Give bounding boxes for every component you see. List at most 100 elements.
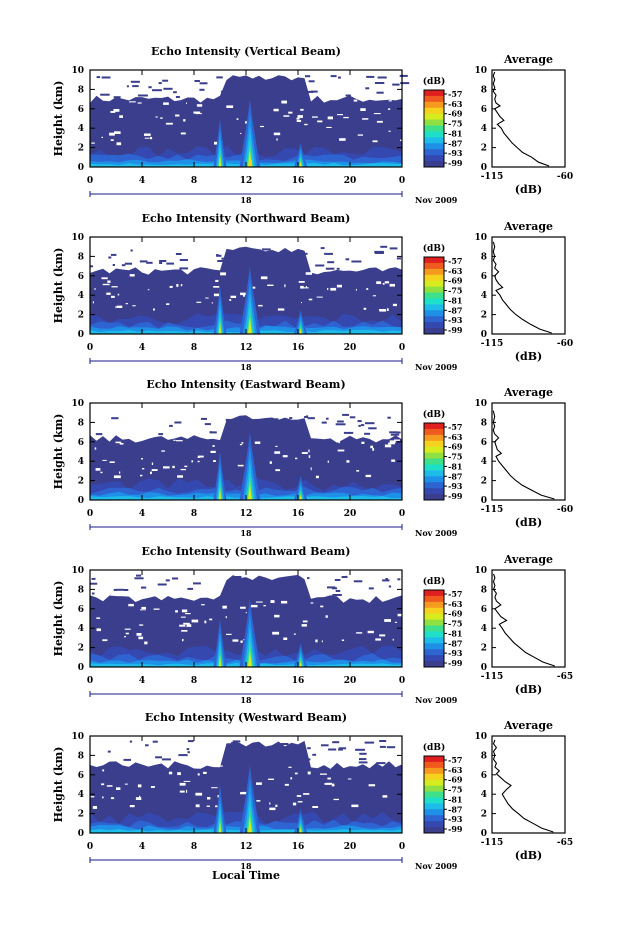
echo-gap [315,475,319,479]
colorbar-tick-label: -69 [448,609,463,619]
colorbar-swatch [424,440,444,448]
average-y-tick: 2 [481,311,487,321]
echo-patch [274,418,279,421]
echo-patch [162,79,169,82]
echo-gap [137,784,142,788]
echo-gap [281,600,288,604]
echo-gap [343,116,349,119]
echo-patch [365,422,375,425]
echo-gap [353,99,358,102]
colorbar-tick-label: -63 [448,266,463,276]
echo-patch [281,91,291,93]
echo-patch [220,90,229,93]
echo-patch [355,748,365,751]
x-tick-label: 20 [344,176,357,186]
echo-gap [102,283,110,286]
colorbar-swatch [424,292,444,299]
colorbar-swatch [424,328,444,335]
echo-gap [214,141,220,145]
echo-patch [357,420,362,423]
echo-patch [321,421,327,424]
average-y-tick: 10 [474,732,487,742]
echo-gap [107,280,111,283]
average-y-tick: 2 [481,144,487,154]
echo-gap [347,778,352,780]
echo-patch [163,87,173,90]
echo-gap [161,450,165,452]
echo-patch [175,96,180,98]
colorbar-swatch [424,590,444,597]
echo-gap [138,636,144,640]
echo-gap [263,605,266,607]
colorbar-swatch [424,655,444,662]
echo-gap [325,782,332,785]
average-x-tick: -115 [481,172,504,182]
echo-gap [116,142,122,146]
echo-gap [363,307,367,310]
echo-gap [153,608,160,610]
echo-gap [277,308,285,311]
echo-gap [117,293,120,296]
echo-patch [374,252,384,254]
x-tick-label: 16 [292,509,305,519]
echo-gap [300,108,304,111]
echo-gap [144,641,148,645]
echo-gap [177,475,183,478]
x-tick-label: 20 [344,343,357,353]
echo-gap [213,286,220,288]
x-tick-label: 12 [240,343,253,353]
echo-patch [107,750,111,753]
echo-patch [146,261,153,264]
echo-gap [226,105,234,108]
echo-patch [263,430,269,432]
y-tick-label: 2 [78,810,84,820]
colorbar-swatch [424,446,444,454]
echo-patch [231,584,236,587]
heatmap [90,740,404,833]
colorbar-swatch [424,761,444,769]
echo-gap [283,637,288,640]
average-x-label: (dB) [515,683,542,696]
echo-patch [225,757,232,760]
echo-patch [368,587,374,590]
echo-plume [299,826,302,833]
average-y-tick: 10 [474,233,487,243]
average-profile-line [492,573,555,667]
echo-patch [273,745,280,748]
echo-patch [155,756,162,759]
echo-patch [124,589,129,591]
echo-patch [399,74,408,77]
echo-patch [112,264,115,266]
echo-gap [256,782,262,785]
echo-gap [150,471,152,475]
colorbar-frame [423,89,445,168]
echo-patch [111,417,119,420]
date-month-label: Nov 2009 [415,695,458,705]
echo-gap [384,281,390,284]
y-tick-label: 4 [78,124,84,134]
echo-patch [231,741,239,744]
y-tick-label: 4 [78,291,84,301]
echo-gap [182,638,184,642]
colorbar-swatch [424,601,444,609]
echo-plume [247,483,252,500]
colorbar-swatch [424,649,444,656]
x-tick-label: 16 [292,676,305,686]
echo-gap [339,138,346,141]
echo-patch [280,588,290,591]
echo-patch [232,83,236,85]
echo-patch [169,424,173,427]
echo-gap [140,474,143,477]
colorbar-frame [423,422,445,501]
echo-gap [140,609,146,611]
y-tick-label: 10 [71,233,84,243]
echo-gap [155,116,158,118]
colorbar-swatch [424,161,444,168]
y-tick-label: 8 [78,418,84,428]
colorbar-swatch [424,107,444,115]
colorbar-tick-label: -81 [448,128,462,138]
echo-patch [141,586,147,589]
echo-gap [226,633,232,635]
average-x-label: (dB) [515,849,542,862]
colorbar-swatch [424,803,444,810]
